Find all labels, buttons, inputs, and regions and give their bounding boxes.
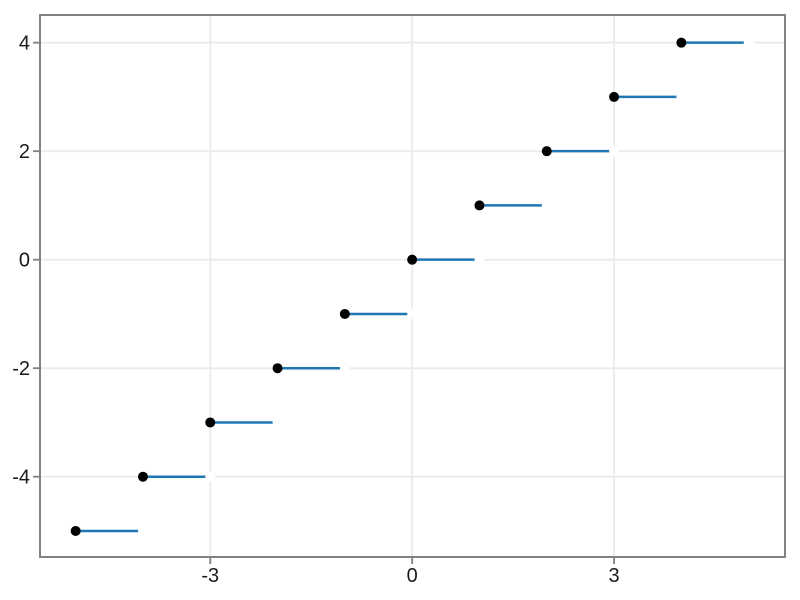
closed-endpoint-marker <box>407 254 418 265</box>
y-tick-label-2: 2 <box>19 141 30 163</box>
y-tick-label-0: 0 <box>19 250 30 272</box>
closed-endpoint-marker <box>272 363 283 374</box>
open-endpoint-marker <box>474 254 485 265</box>
y-tick-label--2: -2 <box>12 358 30 380</box>
open-endpoint-marker <box>609 146 620 157</box>
closed-endpoint-marker <box>339 308 350 319</box>
x-tick-label-0: 0 <box>407 565 418 587</box>
closed-endpoint-marker <box>205 417 216 428</box>
open-endpoint-marker <box>541 200 552 211</box>
open-endpoint-marker <box>407 308 418 319</box>
closed-endpoint-marker <box>676 37 687 48</box>
open-endpoint-marker <box>205 471 216 482</box>
y-tick-label--4: -4 <box>12 467 30 489</box>
x-tick-label-3: 3 <box>608 565 619 587</box>
closed-endpoint-marker <box>137 471 148 482</box>
open-endpoint-marker <box>137 525 148 536</box>
open-endpoint-marker <box>743 37 754 48</box>
closed-endpoint-marker <box>541 146 552 157</box>
open-endpoint-marker <box>676 91 687 102</box>
x-tick-label--3: -3 <box>201 565 219 587</box>
open-endpoint-marker <box>339 363 350 374</box>
closed-endpoint-marker <box>474 200 485 211</box>
closed-endpoint-marker <box>609 91 620 102</box>
y-tick-label-4: 4 <box>19 33 30 55</box>
closed-endpoint-marker <box>70 525 81 536</box>
open-endpoint-marker <box>272 417 283 428</box>
